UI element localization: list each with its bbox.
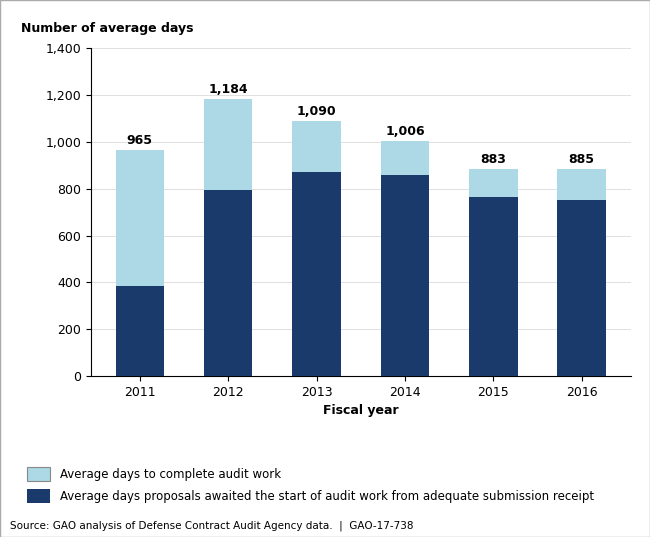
Bar [557,169,606,200]
Text: Source: GAO analysis of Defense Contract Audit Agency data.  |  GAO-17-738: Source: GAO analysis of Defense Contract… [10,520,413,531]
Bar [204,99,252,190]
Bar [204,190,252,376]
Text: 965: 965 [127,134,153,147]
Bar [116,150,164,286]
Text: Number of average days: Number of average days [21,22,193,35]
Bar [292,172,341,376]
Bar [381,176,429,376]
Bar [469,169,517,197]
Text: 885: 885 [569,153,595,166]
Bar [469,197,517,376]
X-axis label: Fiscal year: Fiscal year [323,404,398,417]
Text: 1,006: 1,006 [385,125,424,137]
Legend: Average days to complete audit work, Average days proposals awaited the start of: Average days to complete audit work, Ave… [27,467,594,503]
Bar [116,286,164,376]
Bar [557,200,606,376]
Bar [381,141,429,176]
Text: 1,184: 1,184 [209,83,248,96]
Text: 883: 883 [480,154,506,166]
Text: 1,090: 1,090 [297,105,337,118]
Bar [292,121,341,172]
